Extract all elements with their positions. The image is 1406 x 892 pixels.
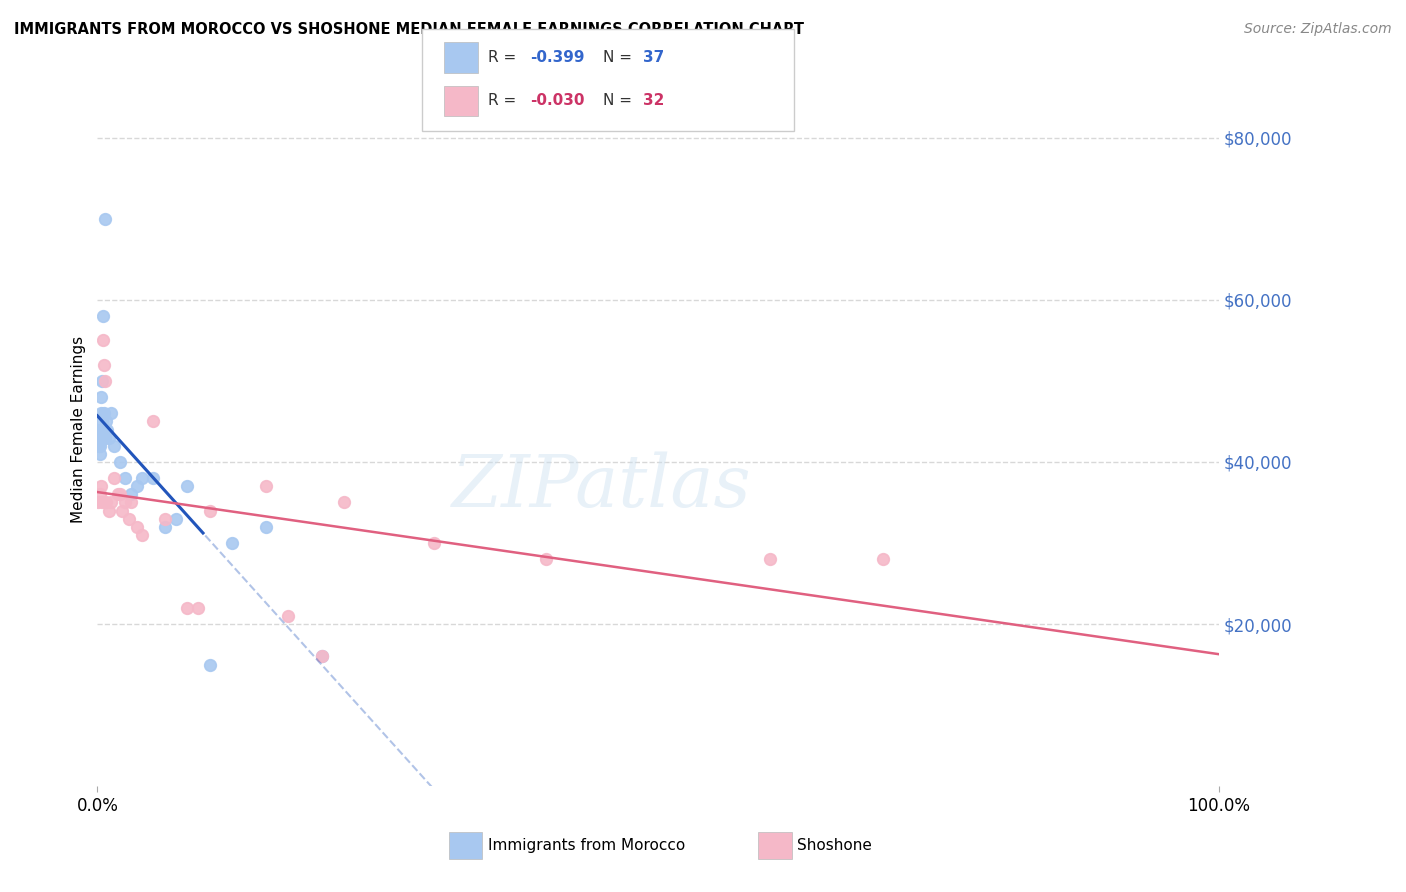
Point [96,495,118,509]
Point [108,455,131,469]
Point [333,495,356,509]
Point [103,439,125,453]
Point [90,479,112,493]
Y-axis label: Median Female Earnings: Median Female Earnings [72,336,86,523]
Point [108,487,131,501]
Point [90,431,112,445]
Text: IMMIGRANTS FROM MOROCCO VS SHOSHONE MEDIAN FEMALE EARNINGS CORRELATION CHART: IMMIGRANTS FROM MOROCCO VS SHOSHONE MEDI… [14,22,804,37]
Point [114,471,136,485]
Point [125,479,148,493]
Point [142,414,165,428]
Point [176,479,198,493]
Point [176,600,198,615]
Point [125,520,148,534]
Text: Immigrants from Morocco: Immigrants from Morocco [488,838,685,853]
Point [153,520,176,534]
Text: 37: 37 [643,50,664,65]
Text: N =: N = [603,93,637,108]
Text: Source: ZipAtlas.com: Source: ZipAtlas.com [1244,22,1392,37]
Point [187,600,209,615]
Point [198,503,221,517]
Point [423,536,446,550]
Point [103,471,125,485]
Point [89,439,111,453]
Point [89,423,111,437]
Point [90,414,112,428]
Point [94,374,117,388]
Point [277,609,299,624]
Text: -0.030: -0.030 [530,93,585,108]
Point [131,528,153,542]
Point [96,414,118,428]
Point [87,439,110,453]
Point [97,431,120,445]
Text: R =: R = [488,93,522,108]
Point [198,657,221,672]
Point [221,536,243,550]
Text: R =: R = [488,50,522,65]
Point [165,512,187,526]
Point [89,426,111,441]
Point [107,487,129,501]
Point [120,495,142,509]
Point [118,512,141,526]
Point [90,374,112,388]
Point [872,552,894,566]
Text: 32: 32 [643,93,664,108]
Point [93,423,115,437]
Point [87,495,110,509]
Point [89,423,111,437]
Point [100,495,122,509]
Point [93,358,115,372]
Point [142,471,165,485]
Point [100,406,122,420]
Text: Shoshone: Shoshone [797,838,872,853]
Point [311,649,333,664]
Text: ZIPatlas: ZIPatlas [453,451,752,522]
Point [93,406,115,420]
Point [759,552,782,566]
Point [254,479,277,493]
Point [90,495,112,509]
Point [131,471,153,485]
Point [90,390,112,404]
Point [91,334,114,348]
Point [534,552,557,566]
Text: -0.399: -0.399 [530,50,585,65]
Point [91,423,114,437]
Point [311,649,333,664]
Point [96,423,118,437]
Point [91,431,114,445]
Point [254,520,277,534]
Text: N =: N = [603,50,637,65]
Point [91,309,114,323]
Point [94,211,117,226]
Point [90,406,112,420]
Point [153,512,176,526]
Point [120,487,142,501]
Point [89,487,111,501]
Point [111,503,134,517]
Point [89,447,111,461]
Point [114,495,136,509]
Point [93,431,115,445]
Point [97,503,120,517]
Point [87,431,110,445]
